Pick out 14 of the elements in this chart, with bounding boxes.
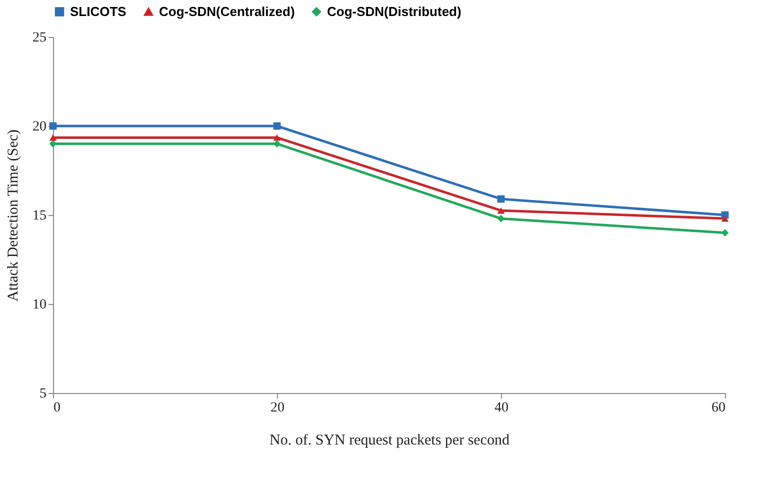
y-tick-label: 10 <box>32 298 46 312</box>
y-axis-title: Attack Detection Time (Sec) <box>6 129 22 302</box>
legend-label: Cog-SDN(Distributed) <box>327 4 462 19</box>
y-tick-label: 15 <box>32 208 46 224</box>
x-tick-label: 20 <box>270 400 284 416</box>
y-tick-label: 5 <box>40 386 46 402</box>
legend-label: SLICOTS <box>70 4 127 19</box>
legend-label: Cog-SDN(Centralized) <box>159 4 295 19</box>
y-tick-label: 25 <box>32 30 46 46</box>
x-tick-label: 0 <box>54 400 60 416</box>
x-tick-label: 60 <box>712 400 726 416</box>
x-axis-title: No. of. SYN request packets per second <box>270 432 510 448</box>
y-tick-label: 20 <box>32 120 46 134</box>
x-tick-label: 40 <box>494 400 508 416</box>
